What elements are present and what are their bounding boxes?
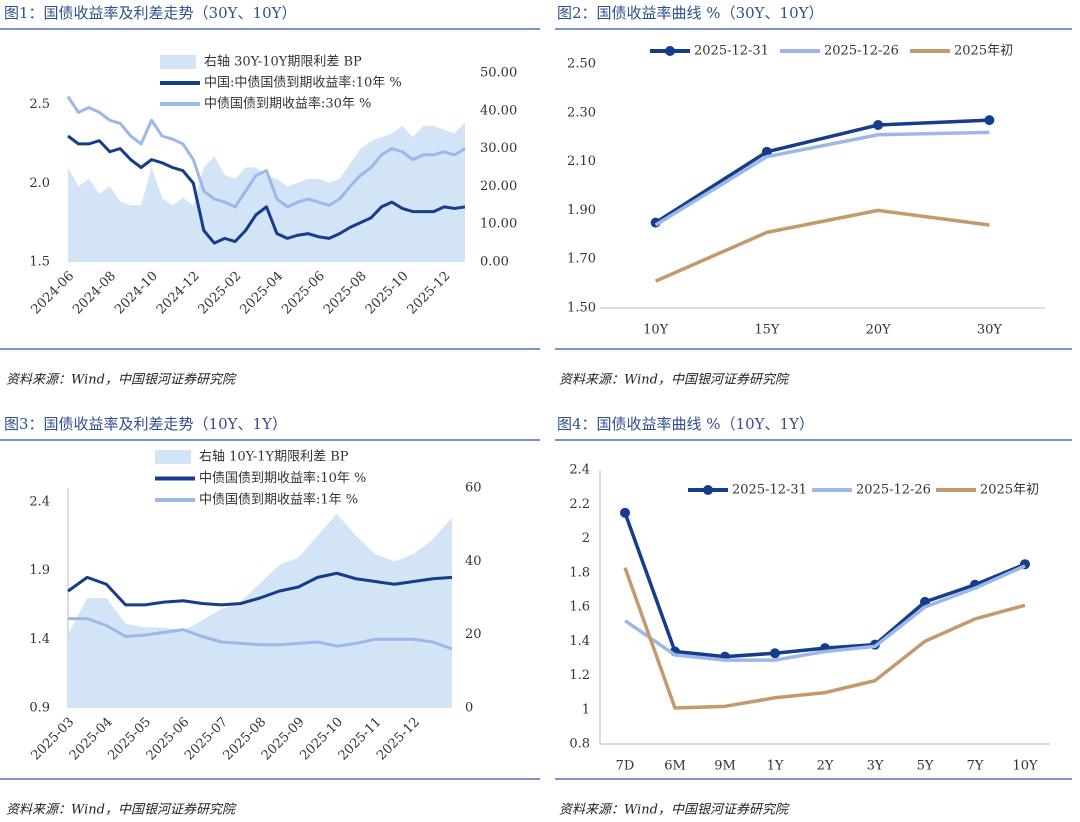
legend-marker [665,46,675,56]
y-tick-label: 1.6 [569,600,590,615]
y-tick-label: 1.8 [569,565,590,580]
legend-label: 2025-12-31 [732,483,807,498]
legend-label: 2025年初 [980,483,1039,498]
area [68,513,452,708]
y-tick-label: 1.50 [567,301,596,316]
y-tick-label: 1 [582,702,590,717]
y2-tick-label: 0 [465,701,473,716]
x-tick-label: 5Y [917,759,934,774]
source-note: 资料来源：Wind，中国银河证券研究院 [6,802,237,818]
x-tick-label: 2025-10 [363,269,412,318]
x-tick-label: 20Y [866,323,892,338]
legend-label: 中债国债到期收益率:1年 % [199,492,358,508]
x-tick-label: 9M [714,759,736,774]
line [67,134,466,245]
line [623,512,1026,659]
y-tick-label: 2.4 [569,463,590,478]
line [654,208,990,283]
chart-title: 图3：国债收益率及利差走势（10Y、1Y） [4,415,287,433]
source-note: 资料来源：Wind，中国银河证券研究院 [6,372,237,388]
legend-label: 2025年初 [954,44,1013,59]
legend-label: 中债国债到期收益率:30年 % [204,96,371,112]
x-tick-label: 2024-08 [70,269,119,318]
line [68,617,453,651]
x-tick-label: 2025-06 [279,269,328,318]
x-tick-label: 7Y [967,759,984,774]
line [654,118,990,225]
x-tick-label: 2025-04 [237,269,286,318]
y-tick-label: 2.50 [567,57,596,72]
y-tick-label: 2.10 [567,154,596,169]
y-tick-label: 1.70 [567,252,596,267]
x-tick-label: 2025-08 [321,269,370,318]
y2-tick-label: 0.00 [480,255,509,270]
y-tick-label: 2.5 [29,97,50,112]
y-tick-label: 1.5 [29,255,50,270]
legend-marker [703,485,713,495]
y-tick-label: 2.4 [29,494,50,509]
source-note: 资料来源：Wind，中国银河证券研究院 [559,802,790,818]
y-tick-label: 2.30 [567,105,596,120]
marker [770,648,780,659]
y-tick-label: 2.0 [29,176,50,191]
x-tick-label: 2024-06 [28,269,77,318]
x-tick-label: 2025-12 [374,715,423,764]
x-tick-label: 30Y [977,323,1003,338]
y2-tick-label: 10.00 [480,217,517,232]
y2-tick-label: 40 [465,554,482,569]
y2-tick-label: 20.00 [480,179,517,194]
chart-title: 图1：国债收益率及利差走势（30Y、10Y） [4,4,297,22]
y2-tick-label: 20 [465,627,482,642]
legend-label: 2025-12-31 [694,44,769,59]
marker [984,115,995,126]
y-tick-label: 2 [582,531,590,546]
y2-tick-label: 30.00 [480,141,517,156]
marker [620,507,630,518]
legend-label: 右轴 10Y-1Y期限利差 BP [199,450,349,465]
y-tick-label: 1.90 [567,203,596,218]
line [624,564,1026,662]
marker [873,120,884,130]
line [66,95,466,209]
legend-label: 2025-12-26 [856,483,931,498]
line [654,130,990,227]
y2-tick-label: 50.00 [480,66,517,81]
y-tick-label: 0.8 [569,737,590,752]
x-tick-label: 3Y [867,759,884,774]
chart-title: 图2：国债收益率曲线 %（30Y、10Y） [557,4,824,22]
marker [761,146,772,157]
chart-title: 图4：国债收益率曲线 %（10Y、1Y） [557,415,814,433]
y-tick-label: 2.2 [569,497,590,512]
x-tick-label: 2Y [817,759,834,774]
y-tick-label: 1.9 [29,563,50,578]
x-tick-label: 2025-12 [405,269,454,318]
source-note: 资料来源：Wind，中国银河证券研究院 [559,372,790,388]
x-tick-label: 10Y [1012,759,1038,774]
legend-swatch [160,55,196,69]
y2-tick-label: 60 [465,481,482,496]
x-tick-label: 7D [616,759,635,774]
x-tick-label: 2025-02 [196,269,245,318]
y-tick-label: 0.9 [29,701,50,716]
legend-label: 中国:中债国债到期收益率:10年 % [204,75,402,91]
legend-swatch [155,450,191,464]
x-tick-label: 2024-12 [154,269,203,318]
y-tick-label: 1.2 [569,668,590,683]
x-tick-label: 2024-10 [112,269,161,318]
y-tick-label: 1.4 [29,632,50,647]
y-tick-label: 1.4 [569,634,590,649]
y2-tick-label: 40.00 [480,103,517,118]
area [68,122,465,262]
legend-label: 2025-12-26 [824,44,899,59]
x-tick-label: 15Y [754,323,780,338]
line [67,571,453,607]
line [623,567,1026,710]
legend-label: 右轴 30Y-10Y期限利差 BP [204,55,362,70]
x-tick-label: 10Y [643,323,669,338]
x-tick-label: 6M [664,759,686,774]
legend-label: 中债国债到期收益率:10年 % [199,470,366,486]
x-tick-label: 1Y [767,759,784,774]
